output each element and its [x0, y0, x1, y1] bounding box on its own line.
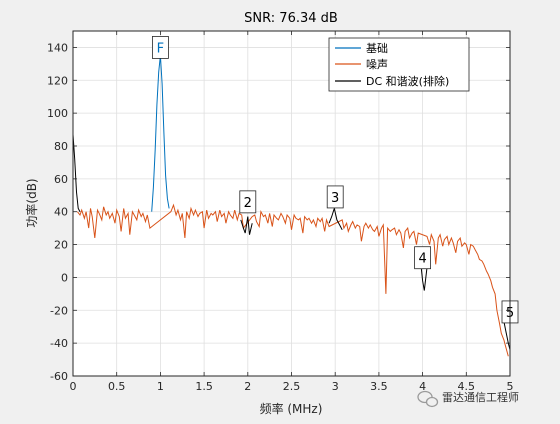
harmonic-marker-box — [326, 185, 344, 209]
x-tick-label: 2.5 — [283, 380, 301, 393]
harmonic-marker-box — [151, 36, 169, 59]
harmonic-marker-label: F — [157, 41, 164, 56]
series-line-dc-harmonic-0 — [72, 134, 81, 212]
harmonic-marker-label: 4 — [418, 252, 426, 267]
y-tick-label: 100 — [47, 107, 68, 120]
chart-title: SNR: 76.34 dB — [244, 11, 338, 26]
harmonic-marker-label: 3 — [331, 191, 339, 206]
x-tick-label: 0.5 — [108, 380, 126, 393]
y-tick-label: 60 — [54, 173, 68, 186]
y-tick-label: 0 — [61, 271, 68, 284]
series-line-noise — [77, 203, 509, 357]
x-tick-label: 2 — [244, 380, 251, 393]
x-tick-label: 4 — [419, 380, 426, 393]
legend-label-dc-harmonics: DC 和谐波(排除) — [366, 74, 449, 88]
y-tick-label: 40 — [54, 206, 68, 219]
harmonic-annotations: F2 345 — [151, 36, 519, 324]
x-tick-label: 1.5 — [195, 380, 213, 393]
y-tick-label: -40 — [50, 337, 68, 350]
y-tick-label: 20 — [54, 239, 68, 252]
x-tick-label: 1 — [157, 380, 164, 393]
x-tick-label: 3 — [332, 380, 339, 393]
x-axis-label: 频率 (MHz) — [260, 401, 323, 416]
x-tick-label: 0 — [70, 380, 77, 393]
watermark-text: 雷达通信工程师 — [442, 391, 519, 404]
x-tick-label: 3.5 — [370, 380, 388, 393]
y-tick-label: 80 — [54, 140, 68, 153]
harmonic-marker-box — [239, 190, 257, 214]
legend-label-fundamental: 基础 — [366, 42, 388, 55]
y-tick-label: -60 — [50, 370, 68, 383]
wechat-icon — [417, 390, 439, 408]
axis-ticks: 0 0.5 1 1.5 2 2.5 3 3.5 4 4.5 5 -60 -40 -20 0 20 40 60 80 1… — [47, 31, 514, 393]
series-line-dc-harmonic-1 — [240, 216, 253, 235]
y-tick-label: 120 — [47, 74, 68, 87]
series-line-dc-harmonic-2 — [328, 206, 343, 231]
harmonic-marker-label: 2 — [244, 196, 252, 211]
watermark: 雷达通信工程师 — [417, 390, 519, 408]
x-tick-label: 4.5 — [458, 380, 476, 393]
legend-label-noise: 噪声 — [366, 57, 388, 71]
series-line-dc-harmonic-4 — [502, 316, 511, 350]
harmonic-marker-box — [414, 246, 432, 270]
y-tick-label: -20 — [50, 304, 68, 317]
legend: 基础 噪声 DC 和谐波(排除) — [328, 37, 470, 92]
x-tick-label: 5 — [507, 380, 514, 393]
y-axis-label: 功率(dB) — [24, 178, 39, 227]
y-tick-label: 140 — [47, 41, 68, 54]
